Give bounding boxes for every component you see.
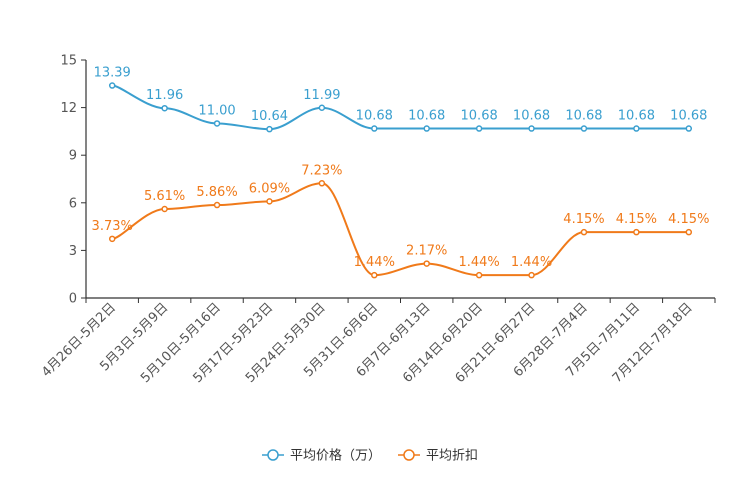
data-label: 1.44%: [511, 255, 552, 270]
data-point: [633, 125, 640, 132]
data-point: [108, 235, 116, 243]
legend-label: 平均折扣: [426, 449, 478, 464]
data-point: [528, 125, 535, 132]
data-point: [528, 271, 535, 279]
data-label: 11.96: [146, 88, 183, 103]
data-point: [423, 125, 430, 132]
data-label: 5.61%: [144, 189, 185, 204]
data-label: 5.86%: [196, 185, 237, 200]
data-label: 10.64: [251, 109, 288, 124]
data-label: 10.68: [565, 109, 602, 124]
data-label: 2.17%: [406, 244, 447, 259]
data-label: 3.73%: [92, 219, 133, 234]
series-avg-discount: 3.73% 5.61% 5.86% 6.09% 7.23% 1.44% 2.17% 1.44%…: [92, 163, 709, 279]
data-point: [161, 104, 168, 112]
data-label: 4.15%: [616, 212, 657, 227]
data-point: [475, 125, 483, 132]
series-avg-price: 13.39 11.96 11.00 10.64 11.99 10.68 10.68 10.68…: [94, 66, 707, 133]
data-label: 10.68: [513, 109, 550, 124]
legend-marker-icon: [267, 449, 279, 461]
data-label: 10.68: [670, 109, 707, 124]
data-point: [371, 125, 378, 132]
y-tick-label: 3: [69, 244, 77, 259]
data-label: 10.68: [618, 109, 655, 124]
data-point: [685, 125, 693, 132]
y-tick-label: 15: [60, 54, 77, 69]
data-point: [266, 198, 273, 205]
data-point: [371, 271, 378, 279]
data-label: 11.99: [303, 88, 340, 103]
y-tick-label: 12: [60, 101, 77, 116]
legend-marker-icon: [403, 449, 415, 461]
data-label: 13.39: [94, 66, 131, 81]
data-point: [475, 271, 483, 279]
series-line: [112, 84, 689, 131]
data-label: 7.23%: [301, 163, 342, 178]
data-label: 6.09%: [249, 181, 290, 196]
data-point: [108, 82, 116, 89]
legend[interactable]: 平均价格（万） 平均折扣: [262, 448, 478, 464]
data-point: [318, 104, 326, 112]
data-point: [213, 201, 221, 209]
data-label: 1.44%: [354, 255, 395, 270]
data-label: 4.15%: [563, 212, 604, 227]
data-label: 1.44%: [458, 255, 499, 270]
data-point: [213, 120, 221, 127]
series-layer: 13.39 11.96 11.00 10.64 11.99 10.68 10.68 10.68…: [92, 66, 709, 279]
data-point: [266, 125, 273, 133]
legend-item-avg-price[interactable]: 平均价格（万）: [262, 448, 381, 464]
data-point: [161, 205, 168, 213]
data-label: 11.00: [198, 103, 235, 118]
data-label: 4.15%: [668, 212, 709, 227]
data-label: 10.68: [408, 109, 445, 124]
data-point: [580, 228, 588, 236]
data-point: [685, 228, 693, 236]
y-tick-label: 0: [69, 292, 77, 307]
y-tick-label: 6: [69, 196, 77, 211]
y-tick-label: 9: [69, 149, 77, 164]
legend-label: 平均价格（万）: [290, 448, 381, 464]
legend-item-avg-discount[interactable]: 平均折扣: [398, 449, 478, 464]
data-point: [633, 228, 640, 236]
data-point: [318, 180, 326, 187]
data-label: 10.68: [356, 109, 393, 124]
data-label: 10.68: [461, 109, 498, 124]
data-point: [580, 125, 588, 132]
data-point: [423, 260, 430, 267]
